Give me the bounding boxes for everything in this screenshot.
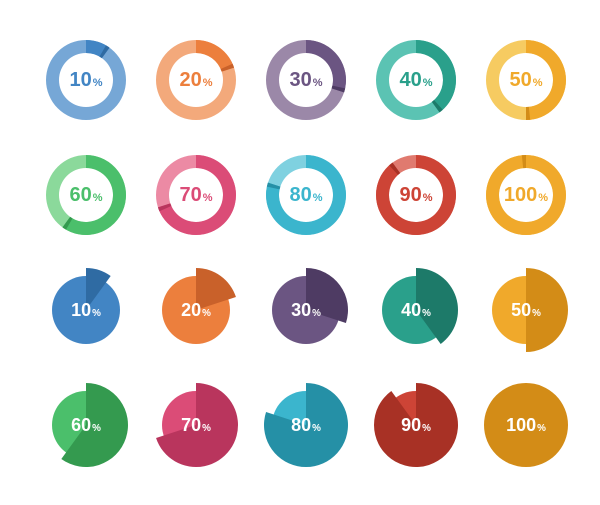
donut-progress-chart: 30%	[262, 36, 350, 125]
percent-value: 60	[71, 415, 91, 435]
donut-progress-chart: 90%	[372, 151, 460, 240]
percent-suffix: %	[422, 423, 431, 434]
percent-suffix: %	[93, 192, 103, 204]
percent-suffix: %	[532, 308, 541, 319]
percent-suffix: %	[423, 192, 433, 204]
pie-progress-chart: 70%	[152, 380, 240, 469]
percent-suffix: %	[203, 77, 213, 89]
percent-value: 50	[509, 69, 531, 91]
percent-value: 70	[181, 415, 201, 435]
percent-suffix: %	[313, 77, 323, 89]
percent-label: 60%	[69, 185, 102, 205]
percent-label: 20%	[181, 301, 211, 319]
percent-value: 100	[506, 415, 536, 435]
percent-suffix: %	[92, 308, 101, 319]
percent-value: 70	[179, 184, 201, 206]
percent-suffix: %	[312, 423, 321, 434]
percent-value: 90	[399, 184, 421, 206]
percent-label: 30%	[291, 301, 321, 319]
percent-suffix: %	[423, 77, 433, 89]
percent-label: 30%	[289, 70, 322, 90]
percent-suffix: %	[203, 192, 213, 204]
percent-value: 30	[291, 300, 311, 320]
percent-label: 90%	[399, 185, 432, 205]
percent-suffix: %	[93, 77, 103, 89]
percent-suffix: %	[422, 308, 431, 319]
pie-progress-chart: 90%	[372, 380, 460, 469]
pie-progress-chart: 60%	[42, 380, 130, 469]
percent-value: 10	[71, 300, 91, 320]
percent-label: 10%	[71, 301, 101, 319]
percent-label: 40%	[401, 301, 431, 319]
percent-suffix: %	[202, 308, 211, 319]
percent-suffix: %	[538, 192, 548, 204]
percent-label: 60%	[71, 416, 101, 434]
percent-value: 50	[511, 300, 531, 320]
percent-label: 100%	[504, 185, 548, 205]
percent-suffix: %	[313, 192, 323, 204]
donut-progress-chart: 80%	[262, 151, 350, 240]
percent-value: 10	[69, 69, 91, 91]
percent-suffix: %	[92, 423, 101, 434]
pie-progress-chart: 80%	[262, 380, 350, 469]
percent-value: 40	[399, 69, 421, 91]
percent-label: 70%	[179, 185, 212, 205]
donut-progress-chart: 100%	[482, 151, 570, 240]
percent-label: 10%	[69, 70, 102, 90]
percent-label: 50%	[509, 70, 542, 90]
percent-label: 70%	[181, 416, 211, 434]
percent-value: 60	[69, 184, 91, 206]
percent-suffix: %	[312, 308, 321, 319]
donut-progress-chart: 60%	[42, 151, 130, 240]
percent-value: 40	[401, 300, 421, 320]
percent-value: 20	[179, 69, 201, 91]
percent-value: 100	[504, 184, 537, 206]
percent-chart-grid: 10%20%30%40%50%60%70%80%90%100%10%20%30%…	[42, 36, 558, 469]
percent-label: 90%	[401, 416, 431, 434]
percent-value: 90	[401, 415, 421, 435]
donut-progress-chart: 10%	[42, 36, 130, 125]
percent-label: 20%	[179, 70, 212, 90]
percent-label: 80%	[289, 185, 322, 205]
donut-progress-chart: 50%	[482, 36, 570, 125]
percent-value: 80	[291, 415, 311, 435]
percent-suffix: %	[537, 423, 546, 434]
percent-label: 100%	[506, 416, 546, 434]
percent-suffix: %	[202, 423, 211, 434]
pie-progress-chart: 30%	[262, 266, 350, 355]
percent-label: 80%	[291, 416, 321, 434]
donut-progress-chart: 40%	[372, 36, 460, 125]
pie-progress-chart: 10%	[42, 266, 130, 355]
percent-suffix: %	[533, 77, 543, 89]
percent-label: 40%	[399, 70, 432, 90]
donut-progress-chart: 20%	[152, 36, 240, 125]
donut-progress-chart: 70%	[152, 151, 240, 240]
pie-progress-chart: 100%	[482, 380, 570, 469]
pie-progress-chart: 20%	[152, 266, 240, 355]
percent-value: 80	[289, 184, 311, 206]
pie-progress-chart: 40%	[372, 266, 460, 355]
percent-value: 30	[289, 69, 311, 91]
percent-label: 50%	[511, 301, 541, 319]
pie-progress-chart: 50%	[482, 266, 570, 355]
percent-value: 20	[181, 300, 201, 320]
